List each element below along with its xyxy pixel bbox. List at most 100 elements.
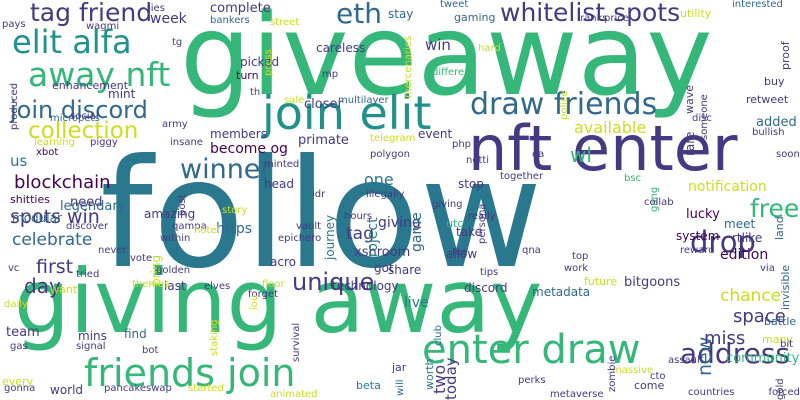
cloud-word: bankers: [210, 15, 250, 26]
cloud-word: miss: [704, 328, 746, 349]
cloud-word: retweet: [746, 93, 789, 106]
cloud-word: wagmi: [86, 21, 120, 32]
cloud-word: complete: [210, 1, 271, 16]
cloud-word: first: [36, 256, 74, 278]
cloud-word: unique: [292, 268, 375, 296]
cloud-word: one: [364, 170, 394, 189]
cloud-word: produced: [9, 82, 20, 130]
cloud-word: really: [468, 211, 496, 222]
cloud-word: system: [676, 229, 720, 243]
cloud-word: qampa: [172, 221, 207, 232]
cloud-word: sale: [284, 95, 305, 106]
cloud-word: polygon: [370, 149, 410, 160]
cloud-word: winner: [180, 154, 272, 185]
cloud-word: world: [50, 383, 84, 397]
cloud-word: eth: [336, 0, 382, 30]
cloud-word: discord: [464, 281, 508, 295]
cloud-word: gold: [775, 378, 786, 400]
cloud-word: assault: [668, 355, 704, 366]
cloud-word: learning: [34, 137, 75, 148]
cloud-word: perks: [518, 375, 546, 386]
cloud-word: modular: [12, 211, 62, 225]
cloud-word: today: [442, 357, 460, 400]
cloud-word: micropets: [50, 113, 100, 124]
cloud-word: story: [222, 205, 248, 216]
cloud-word: want: [50, 283, 78, 296]
cloud-word: picked: [240, 55, 280, 69]
cloud-word: many: [762, 333, 793, 346]
cloud-word: telegram: [370, 133, 416, 144]
cloud-word: epichero: [278, 233, 322, 244]
cloud-word: piggy: [90, 137, 118, 148]
cloud-word: metadata: [532, 285, 591, 299]
cloud-word: tag friend: [30, 0, 153, 27]
cloud-word: utility: [680, 7, 712, 20]
cloud-word: tg: [172, 37, 183, 48]
cloud-word: club: [433, 325, 444, 346]
cloud-word: hours: [344, 211, 373, 222]
cloud-word: closer: [304, 97, 343, 112]
cloud-word: within: [160, 233, 191, 244]
cloud-word: spots win: [10, 206, 100, 228]
cloud-word: lucky: [686, 207, 720, 222]
cloud-word: tweet: [440, 0, 469, 10]
cloud-word: wave: [683, 84, 696, 114]
cloud-word: whitelist spots: [500, 0, 681, 27]
cloud-word: top: [572, 251, 589, 262]
cloud-word: invisible: [779, 264, 792, 310]
cloud-word: forget: [248, 289, 278, 300]
cloud-word: journey: [323, 214, 337, 260]
cloud-word: animated: [270, 389, 318, 400]
cloud-word: legendary: [60, 199, 126, 214]
cloud-word: technology: [332, 279, 399, 293]
cloud-word: hotel: [194, 225, 220, 236]
cloud-word: become og: [210, 141, 288, 157]
cloud-word: gaming: [454, 11, 496, 24]
cloud-word: stop: [458, 177, 484, 191]
cloud-word: land: [773, 216, 786, 240]
cloud-word: community: [726, 351, 800, 366]
cloud-word: discover: [66, 221, 109, 232]
cloud-word: fee: [452, 247, 468, 258]
cloud-word: police: [559, 90, 570, 120]
cloud-word: collab: [644, 197, 674, 208]
cloud-word: space: [733, 306, 786, 327]
cloud-word: event: [418, 127, 453, 141]
cloud-word: work: [564, 263, 589, 274]
cloud-word: reward: [680, 245, 715, 256]
cloud-word: tag: [346, 224, 374, 244]
cloud-word: forced: [768, 387, 800, 398]
cloud-word: giving: [432, 199, 463, 210]
cloud-word: last: [164, 279, 186, 293]
cloud-word: insane: [170, 137, 203, 148]
cloud-word: tips: [480, 267, 499, 278]
cloud-word: vote: [130, 253, 153, 264]
cloud-word: started: [188, 383, 224, 394]
cloud-word: enhancement: [52, 79, 129, 92]
cloud-word: ranks: [580, 13, 608, 24]
cloud-word: idr: [312, 189, 326, 200]
cloud-word: proof: [779, 41, 792, 70]
cloud-word: different: [432, 67, 475, 78]
cloud-word: careless: [316, 41, 366, 55]
cloud-word: us: [10, 152, 28, 170]
cloud-word: enter draw: [422, 327, 641, 373]
cloud-word: notti: [466, 155, 490, 166]
cloud-word: elves: [204, 281, 231, 292]
cloud-word: blockchain: [14, 172, 111, 193]
cloud-word: bullish: [752, 127, 785, 138]
cloud-word: interested: [732, 0, 783, 10]
cloud-word: future: [584, 275, 618, 288]
cloud-word: share: [388, 263, 422, 277]
cloud-word: bit: [780, 339, 794, 350]
cloud-word: jar: [392, 361, 407, 374]
cloud-word: minted: [264, 159, 300, 170]
cloud-word: nft enter: [468, 112, 738, 185]
cloud-word: giving: [378, 215, 421, 231]
cloud-word: drop: [690, 225, 756, 259]
cloud-word: mins: [78, 329, 107, 343]
cloud-word: gonna: [4, 383, 36, 394]
cloud-word: mp: [322, 69, 339, 80]
cloud-word: th: [250, 87, 261, 98]
